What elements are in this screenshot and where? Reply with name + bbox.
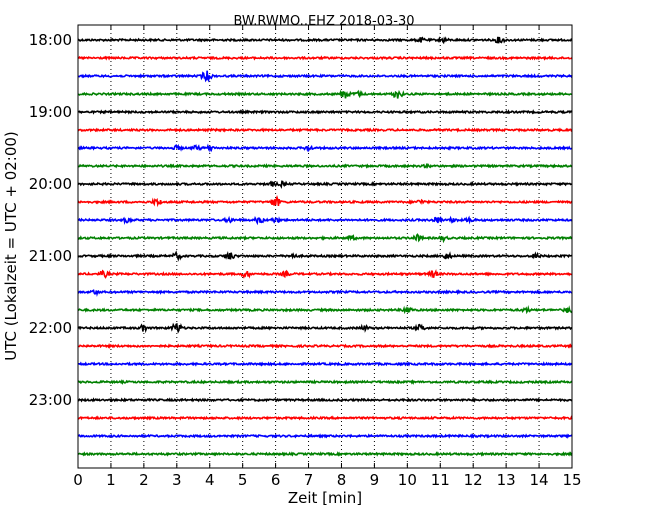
x-tick-label: 13: [497, 471, 516, 489]
x-tick-label: 7: [304, 471, 314, 489]
plot-frame: [77, 24, 573, 469]
seismic-trace: [77, 194, 573, 208]
trace-group: [77, 36, 573, 457]
y-axis-label: UTC (Lokalzeit = UTC + 02:00): [2, 131, 20, 361]
seismic-trace: [77, 89, 573, 99]
x-tick-label: 8: [337, 471, 347, 489]
seismic-trace: [77, 451, 573, 457]
x-tick-label: 11: [431, 471, 450, 489]
seismic-trace: [77, 180, 573, 190]
x-tick-label: 10: [398, 471, 417, 489]
seismic-trace: [77, 250, 573, 262]
x-tick-label: 12: [464, 471, 483, 489]
chart-title: BW.RWMO..EHZ 2018-03-30: [233, 14, 414, 29]
axis-ticks: 0 1 2 3 4 5 6 7 8 9 10 11 12 13 14 1518:0019:0020:0021:…: [29, 25, 582, 489]
seismic-trace: [77, 433, 573, 439]
x-tick-label: 3: [172, 471, 182, 489]
seismic-trace: [77, 379, 573, 385]
y-tick-label: 18:00: [29, 31, 72, 49]
seismic-trace: [77, 361, 573, 367]
seismic-trace: [77, 415, 573, 421]
x-tick-label: 14: [530, 471, 549, 489]
x-tick-label: 4: [205, 471, 215, 489]
x-tick-label: 6: [271, 471, 281, 489]
seismic-trace: [77, 143, 573, 153]
seismic-trace: [77, 289, 573, 297]
seismic-trace: [77, 70, 573, 83]
seismic-trace: [77, 127, 573, 133]
y-tick-label: 23:00: [29, 391, 72, 409]
seismic-trace: [77, 305, 573, 315]
seismic-trace: [77, 397, 573, 403]
seismic-trace: [77, 109, 573, 115]
seismic-trace: [77, 322, 573, 334]
y-tick-label: 22:00: [29, 319, 72, 337]
seismic-trace: [77, 215, 573, 226]
seismic-trace: [77, 36, 573, 45]
seismic-trace: [77, 268, 573, 279]
x-tick-label: 9: [370, 471, 380, 489]
x-tick-label: 2: [139, 471, 149, 489]
y-tick-label: 19:00: [29, 103, 72, 121]
x-tick-label: 1: [106, 471, 116, 489]
seismic-trace: [77, 162, 573, 169]
x-axis-label: Zeit [min]: [288, 489, 362, 507]
seismic-trace: [77, 343, 573, 349]
y-tick-label: 21:00: [29, 247, 72, 265]
x-tick-label: 0: [73, 471, 83, 489]
seismic-trace: [77, 233, 573, 244]
x-tick-label: 15: [562, 471, 581, 489]
x-tick-label: 5: [238, 471, 248, 489]
y-tick-label: 20:00: [29, 175, 72, 193]
seismic-trace: [77, 55, 573, 61]
